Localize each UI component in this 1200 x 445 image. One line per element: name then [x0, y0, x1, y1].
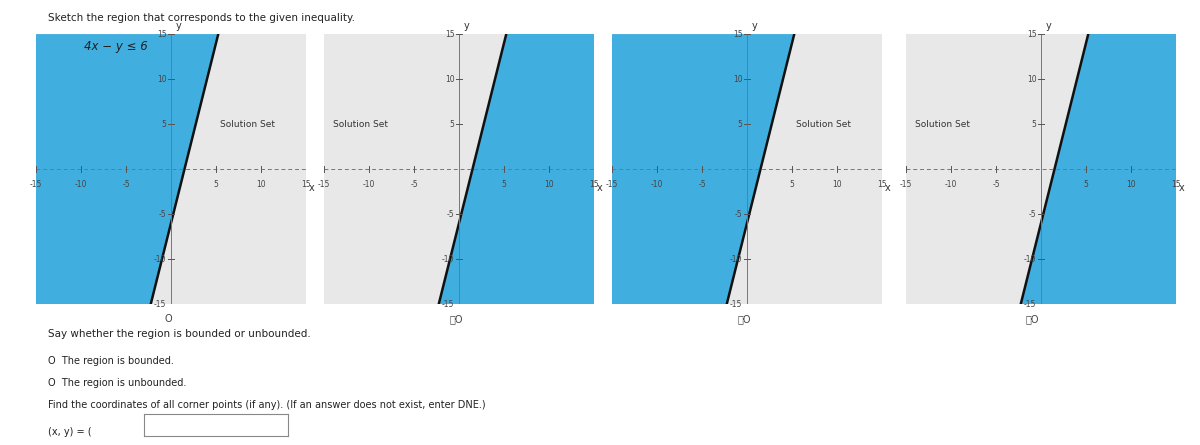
- Text: 5: 5: [502, 180, 506, 189]
- Text: x: x: [596, 182, 602, 193]
- Text: -10: -10: [650, 180, 664, 189]
- Text: ⓘO: ⓘO: [737, 314, 751, 324]
- Text: y: y: [1045, 21, 1051, 32]
- Text: 10: 10: [1027, 75, 1037, 84]
- Text: -15: -15: [606, 180, 618, 189]
- Text: 5: 5: [738, 120, 743, 129]
- Text: 4x − y ≤ 6: 4x − y ≤ 6: [84, 40, 148, 53]
- Text: 15: 15: [301, 180, 311, 189]
- Text: x: x: [1178, 182, 1184, 193]
- Text: -5: -5: [992, 180, 1000, 189]
- Text: O  The region is bounded.: O The region is bounded.: [48, 356, 174, 366]
- Text: -10: -10: [1024, 255, 1037, 263]
- Text: y: y: [463, 21, 469, 32]
- Text: Solution Set: Solution Set: [334, 120, 388, 129]
- Text: -15: -15: [442, 299, 455, 308]
- Text: 15: 15: [733, 30, 743, 39]
- Text: -15: -15: [318, 180, 330, 189]
- Text: Solution Set: Solution Set: [797, 120, 852, 129]
- Polygon shape: [1021, 34, 1176, 304]
- Text: 5: 5: [214, 180, 218, 189]
- Polygon shape: [439, 34, 594, 304]
- Text: 10: 10: [157, 75, 167, 84]
- Text: Find the coordinates of all corner points (if any). (If an answer does not exist: Find the coordinates of all corner point…: [48, 400, 486, 410]
- Text: -5: -5: [410, 180, 418, 189]
- Text: y: y: [751, 21, 757, 32]
- Text: -15: -15: [1024, 299, 1037, 308]
- Text: 5: 5: [450, 120, 455, 129]
- Text: -5: -5: [158, 210, 167, 218]
- Text: 10: 10: [1126, 180, 1136, 189]
- Text: -5: -5: [734, 210, 743, 218]
- Text: 5: 5: [1084, 180, 1088, 189]
- Text: O  The region is unbounded.: O The region is unbounded.: [48, 378, 186, 388]
- Text: -15: -15: [30, 180, 42, 189]
- Text: 10: 10: [445, 75, 455, 84]
- Text: -5: -5: [446, 210, 455, 218]
- Text: Say whether the region is bounded or unbounded.: Say whether the region is bounded or unb…: [48, 329, 311, 339]
- Text: 10: 10: [832, 180, 842, 189]
- Text: 10: 10: [733, 75, 743, 84]
- Text: y: y: [175, 21, 181, 32]
- Text: -10: -10: [442, 255, 455, 263]
- Polygon shape: [36, 34, 218, 304]
- Text: -5: -5: [698, 180, 706, 189]
- Text: O: O: [164, 314, 172, 324]
- Text: Solution Set: Solution Set: [916, 120, 970, 129]
- Text: 10: 10: [256, 180, 266, 189]
- Text: -15: -15: [154, 299, 167, 308]
- Text: -10: -10: [74, 180, 88, 189]
- Text: Solution Set: Solution Set: [221, 120, 276, 129]
- Text: ⓘO: ⓘO: [1025, 314, 1039, 324]
- Text: 15: 15: [1171, 180, 1181, 189]
- Text: 5: 5: [1032, 120, 1037, 129]
- Text: 15: 15: [445, 30, 455, 39]
- Text: (x, y) = (: (x, y) = (: [48, 427, 91, 437]
- Polygon shape: [612, 34, 794, 304]
- Text: -15: -15: [900, 180, 912, 189]
- Text: 15: 15: [157, 30, 167, 39]
- Text: 15: 15: [589, 180, 599, 189]
- Text: ⓘO: ⓘO: [449, 314, 463, 324]
- Text: -5: -5: [1028, 210, 1037, 218]
- Text: -15: -15: [730, 299, 743, 308]
- Text: x: x: [308, 182, 314, 193]
- Text: x: x: [884, 182, 890, 193]
- Text: 15: 15: [877, 180, 887, 189]
- Text: 10: 10: [544, 180, 554, 189]
- Text: -10: -10: [944, 180, 958, 189]
- Text: Sketch the region that corresponds to the given inequality.: Sketch the region that corresponds to th…: [48, 13, 355, 23]
- Text: -10: -10: [730, 255, 743, 263]
- Text: -5: -5: [122, 180, 130, 189]
- Text: 15: 15: [1027, 30, 1037, 39]
- Text: -10: -10: [362, 180, 376, 189]
- Text: -10: -10: [154, 255, 167, 263]
- Text: 5: 5: [162, 120, 167, 129]
- Text: 5: 5: [790, 180, 794, 189]
